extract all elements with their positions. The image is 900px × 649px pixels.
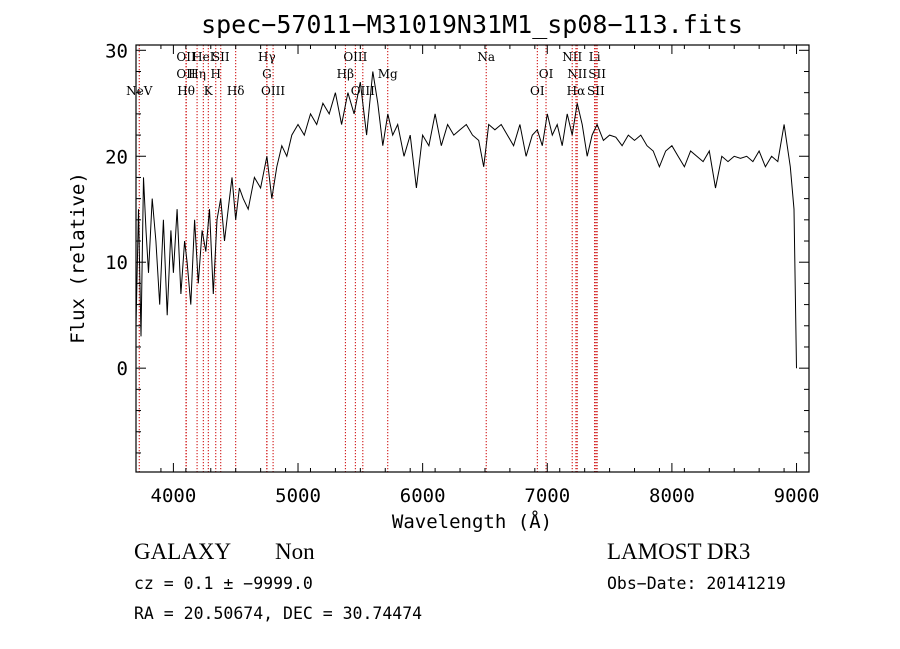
x-tick-label: 9000 (774, 485, 820, 507)
emission-line-label: Hα (567, 84, 586, 98)
emission-line-label: G (262, 67, 272, 81)
y-tick-label: 0 (117, 358, 128, 380)
x-tick-label: 8000 (649, 485, 695, 507)
subclass-label: Non (275, 539, 315, 564)
emission-line-label: OI (530, 84, 545, 98)
emission-line-label: OIII (351, 84, 375, 98)
emission-line-label: NII (567, 67, 587, 81)
emission-line-label: Hδ (227, 84, 245, 98)
emission-lines: NeVOIIOIIHθHηHeIKHSIIHδHγGOIIIHβOIIIOIII… (126, 45, 606, 472)
emission-line-label: NII (562, 50, 582, 64)
emission-line-label: OIII (261, 84, 285, 98)
emission-line-label: Na (477, 50, 495, 64)
emission-line-label: NeV (126, 84, 153, 98)
obs-date-text: Obs−Date: 20141219 (607, 574, 786, 593)
emission-line-label: OIII (343, 50, 367, 64)
y-tick-label: 10 (105, 252, 128, 274)
classification-label: GALAXY (134, 539, 231, 564)
emission-line-label: SII (212, 50, 230, 64)
x-tick-label: 4000 (151, 485, 197, 507)
axis-ticks: 4000 5000 6000 7000 8000 9000 0 10 20 30 (105, 40, 819, 507)
spectrum-series-line (135, 71, 797, 369)
ra-dec-text: RA = 20.50674, DEC = 30.74474 (134, 604, 422, 623)
emission-line-label: Hβ (337, 67, 354, 81)
emission-line-label: SII (587, 84, 605, 98)
emission-line-label: Li (589, 50, 601, 64)
x-tick-label: 5000 (275, 485, 321, 507)
plot-frame (135, 44, 810, 473)
y-axis-label: Flux (relative) (67, 172, 89, 344)
emission-line-label: SII (588, 67, 606, 81)
emission-line-label: OII (176, 67, 196, 81)
y-tick-label: 20 (105, 146, 128, 168)
emission-line-label: K (204, 84, 214, 98)
emission-line-label: OI (539, 67, 554, 81)
survey-label: LAMOST DR3 (607, 539, 750, 564)
redshift-text: cz = 0.1 ± −9999.0 (134, 574, 313, 593)
emission-line-label: Mg (378, 67, 398, 81)
emission-line-label: Hη (188, 67, 206, 81)
chart-title: spec−57011−M31019N31M1_sp08−113.fits (201, 10, 743, 39)
y-tick-label: 30 (105, 40, 128, 62)
emission-line-label: H (211, 67, 221, 81)
x-axis-label: Wavelength (Å) (392, 510, 552, 533)
emission-line-label: HeI (192, 50, 215, 64)
x-tick-label: 7000 (524, 485, 570, 507)
x-tick-label: 6000 (400, 485, 446, 507)
emission-line-label: Hθ (177, 84, 195, 98)
